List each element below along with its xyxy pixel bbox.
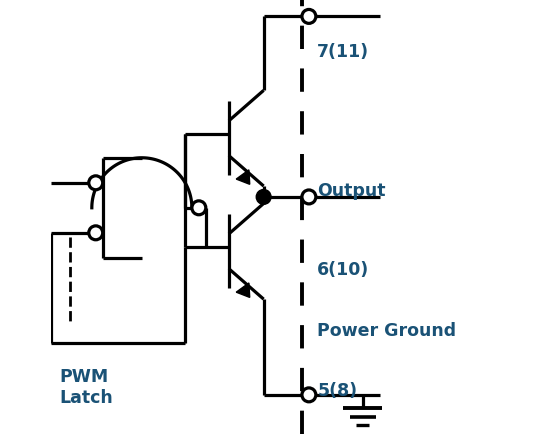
Text: 5(8): 5(8) bbox=[317, 381, 358, 400]
Circle shape bbox=[302, 10, 316, 24]
Circle shape bbox=[192, 201, 206, 215]
Circle shape bbox=[89, 226, 103, 240]
Text: Output: Output bbox=[317, 182, 386, 200]
Circle shape bbox=[89, 176, 103, 190]
Circle shape bbox=[302, 388, 316, 402]
Polygon shape bbox=[236, 283, 250, 298]
Polygon shape bbox=[236, 171, 250, 185]
Text: PWM
Latch: PWM Latch bbox=[59, 367, 113, 406]
Text: Power Ground: Power Ground bbox=[317, 321, 456, 339]
Circle shape bbox=[302, 191, 316, 204]
Text: 6(10): 6(10) bbox=[317, 260, 369, 278]
Text: 7(11): 7(11) bbox=[317, 43, 369, 61]
Circle shape bbox=[256, 190, 271, 205]
